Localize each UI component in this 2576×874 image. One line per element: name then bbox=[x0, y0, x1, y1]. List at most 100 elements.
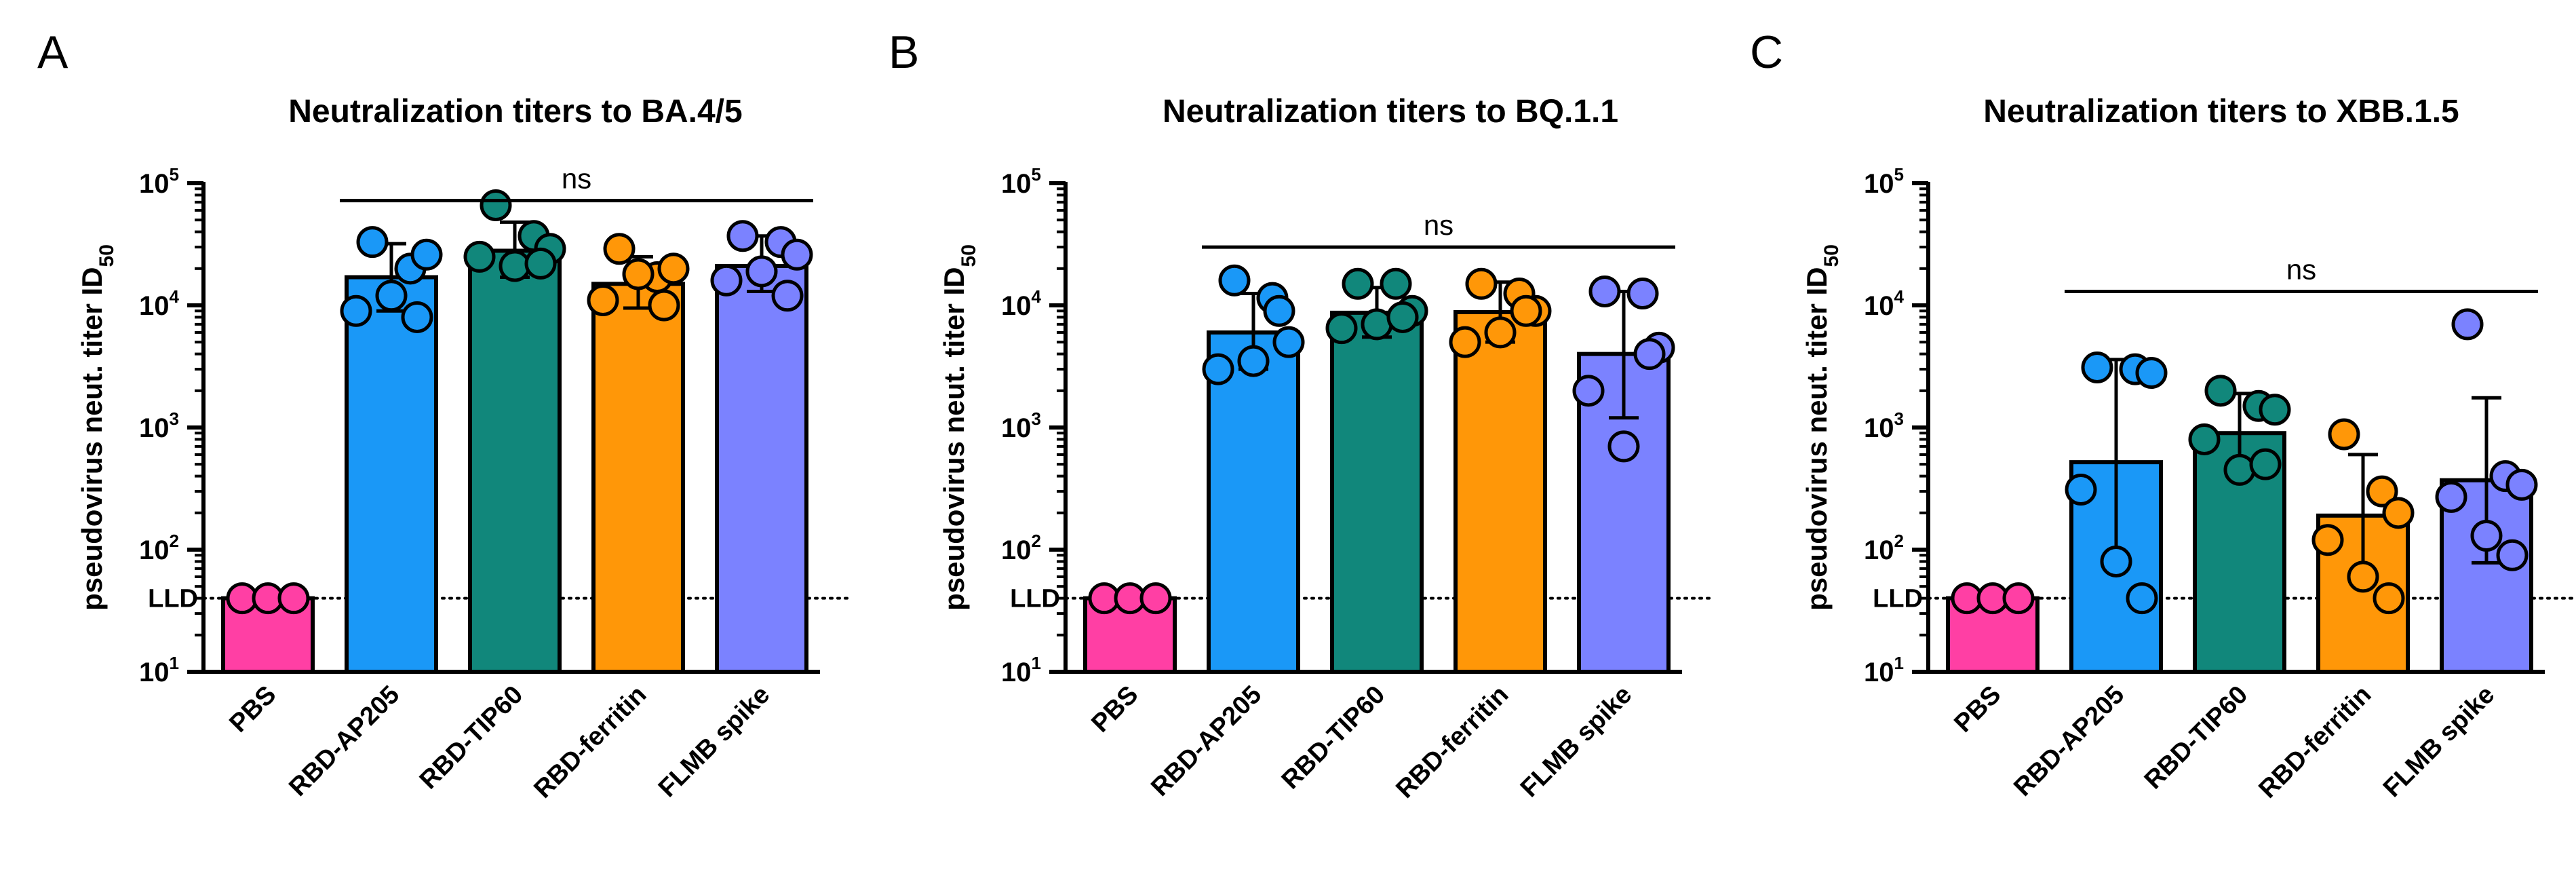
x-tick-label: FLMB spike bbox=[1515, 681, 1637, 803]
y-tick-label: 101 bbox=[139, 653, 179, 687]
chart-title: Neutralization titers to XBB.1.5 bbox=[1983, 94, 2459, 130]
panel-letter: C bbox=[1750, 26, 1783, 78]
data-point bbox=[1218, 264, 1251, 297]
y-tick-label: 105 bbox=[1001, 164, 1041, 199]
data-point bbox=[2223, 453, 2256, 486]
data-point bbox=[781, 238, 813, 271]
data-point bbox=[463, 240, 496, 273]
y-tick-label: 102 bbox=[1864, 531, 1904, 565]
data-point bbox=[1325, 312, 1358, 345]
data-point bbox=[1380, 267, 1412, 300]
data-point bbox=[499, 250, 531, 282]
bar-rbd-ferritin bbox=[591, 282, 685, 674]
y-tick-label: 103 bbox=[139, 408, 179, 443]
data-point bbox=[2081, 352, 2113, 384]
bar-rbd-ap205 bbox=[345, 275, 438, 674]
x-tick-label: PBS bbox=[224, 681, 281, 738]
data-point bbox=[2347, 560, 2379, 593]
data-point bbox=[710, 264, 743, 297]
data-point bbox=[1626, 278, 1659, 310]
panel-letter: A bbox=[37, 26, 69, 78]
data-point bbox=[1510, 294, 1542, 327]
data-point bbox=[2505, 468, 2538, 501]
data-point bbox=[1386, 301, 1419, 333]
x-tick-label: FLMB spike bbox=[2378, 681, 2500, 803]
x-tick-label: RBD-TIP60 bbox=[414, 681, 529, 795]
data-point bbox=[1465, 267, 1498, 300]
panel-C: C Neutralization titers to XBB.1.5 pseudov… bbox=[1750, 26, 2573, 804]
data-point bbox=[2249, 448, 2282, 480]
data-point bbox=[480, 189, 512, 221]
data-point bbox=[2470, 519, 2503, 552]
data-point bbox=[1449, 326, 1481, 358]
data-point bbox=[2100, 545, 2132, 577]
data-point bbox=[587, 284, 619, 317]
data-point bbox=[1607, 430, 1640, 463]
x-tick-label: RBD-AP205 bbox=[2008, 681, 2130, 802]
panel-B: B Neutralization titers to BQ.1.1 pseudovi… bbox=[889, 26, 1711, 804]
data-point bbox=[648, 289, 680, 322]
data-point bbox=[2002, 582, 2035, 615]
x-tick-label: RBD-ferritin bbox=[2253, 681, 2377, 804]
panel-A: A Neutralization titers to BA.4/5 pseudovi… bbox=[37, 26, 848, 804]
data-point bbox=[603, 233, 636, 265]
x-tick-label: RBD-TIP60 bbox=[1276, 681, 1391, 795]
data-point bbox=[401, 301, 433, 333]
data-point bbox=[2311, 524, 2344, 556]
data-point bbox=[340, 294, 372, 327]
data-point bbox=[2135, 357, 2168, 390]
x-tick-label: PBS bbox=[1086, 681, 1144, 738]
bar-rbd-tip60 bbox=[1330, 310, 1424, 674]
lld-label: LLD bbox=[1010, 585, 1060, 613]
y-tick-label: 103 bbox=[1864, 408, 1904, 443]
x-tick-label: RBD-AP205 bbox=[284, 681, 405, 802]
data-point bbox=[1572, 375, 1605, 407]
data-point bbox=[2328, 418, 2360, 451]
data-point bbox=[2188, 423, 2221, 455]
data-point bbox=[2126, 582, 2158, 615]
x-tick-label: PBS bbox=[1949, 681, 2006, 738]
data-point bbox=[1263, 294, 1295, 327]
y-tick-label: 104 bbox=[1001, 286, 1042, 321]
lld-label: LLD bbox=[1873, 585, 1923, 613]
x-tick-label: RBD-ferritin bbox=[528, 681, 652, 804]
data-point bbox=[2204, 375, 2237, 407]
x-tick-label: FLMB spike bbox=[653, 681, 775, 803]
x-tick-label: RBD-AP205 bbox=[1146, 681, 1267, 802]
data-point bbox=[2373, 582, 2405, 615]
data-point bbox=[2435, 480, 2467, 513]
data-point bbox=[1139, 582, 1172, 615]
y-tick-label: 102 bbox=[1001, 531, 1041, 565]
data-point bbox=[1633, 338, 1666, 370]
data-point bbox=[1237, 345, 1270, 377]
chart-title: Neutralization titers to BQ.1.1 bbox=[1163, 94, 1618, 130]
data-point bbox=[277, 582, 310, 615]
significance-label: ns bbox=[1424, 209, 1453, 241]
data-point bbox=[657, 252, 690, 285]
bar-rbd-ferritin bbox=[1453, 309, 1547, 674]
data-point bbox=[745, 255, 778, 288]
y-axis-label: pseudovirus neut. titer ID50 bbox=[1801, 244, 1843, 611]
data-point bbox=[2259, 394, 2291, 426]
data-point bbox=[1484, 316, 1517, 349]
data-point bbox=[2451, 308, 2484, 341]
data-point bbox=[356, 226, 389, 259]
y-axis-label: pseudovirus neut. titer ID50 bbox=[938, 244, 980, 611]
bar-rbd-tip60 bbox=[468, 248, 562, 674]
y-tick-label: 102 bbox=[139, 531, 179, 565]
data-point bbox=[375, 280, 408, 312]
chart-title: Neutralization titers to BA.4/5 bbox=[288, 94, 742, 130]
data-point bbox=[771, 280, 804, 312]
y-tick-label: 101 bbox=[1001, 653, 1041, 687]
x-tick-label: RBD-TIP60 bbox=[2139, 681, 2254, 795]
data-point bbox=[622, 258, 655, 290]
y-tick-label: 103 bbox=[1001, 408, 1041, 443]
bar-flmb-spike bbox=[715, 264, 808, 674]
y-tick-label: 104 bbox=[139, 286, 180, 321]
x-tick-label: RBD-ferritin bbox=[1390, 681, 1514, 804]
data-point bbox=[1272, 326, 1305, 358]
y-tick-label: 105 bbox=[1864, 164, 1904, 199]
data-point bbox=[2366, 475, 2398, 508]
panel-letter: B bbox=[889, 26, 919, 78]
